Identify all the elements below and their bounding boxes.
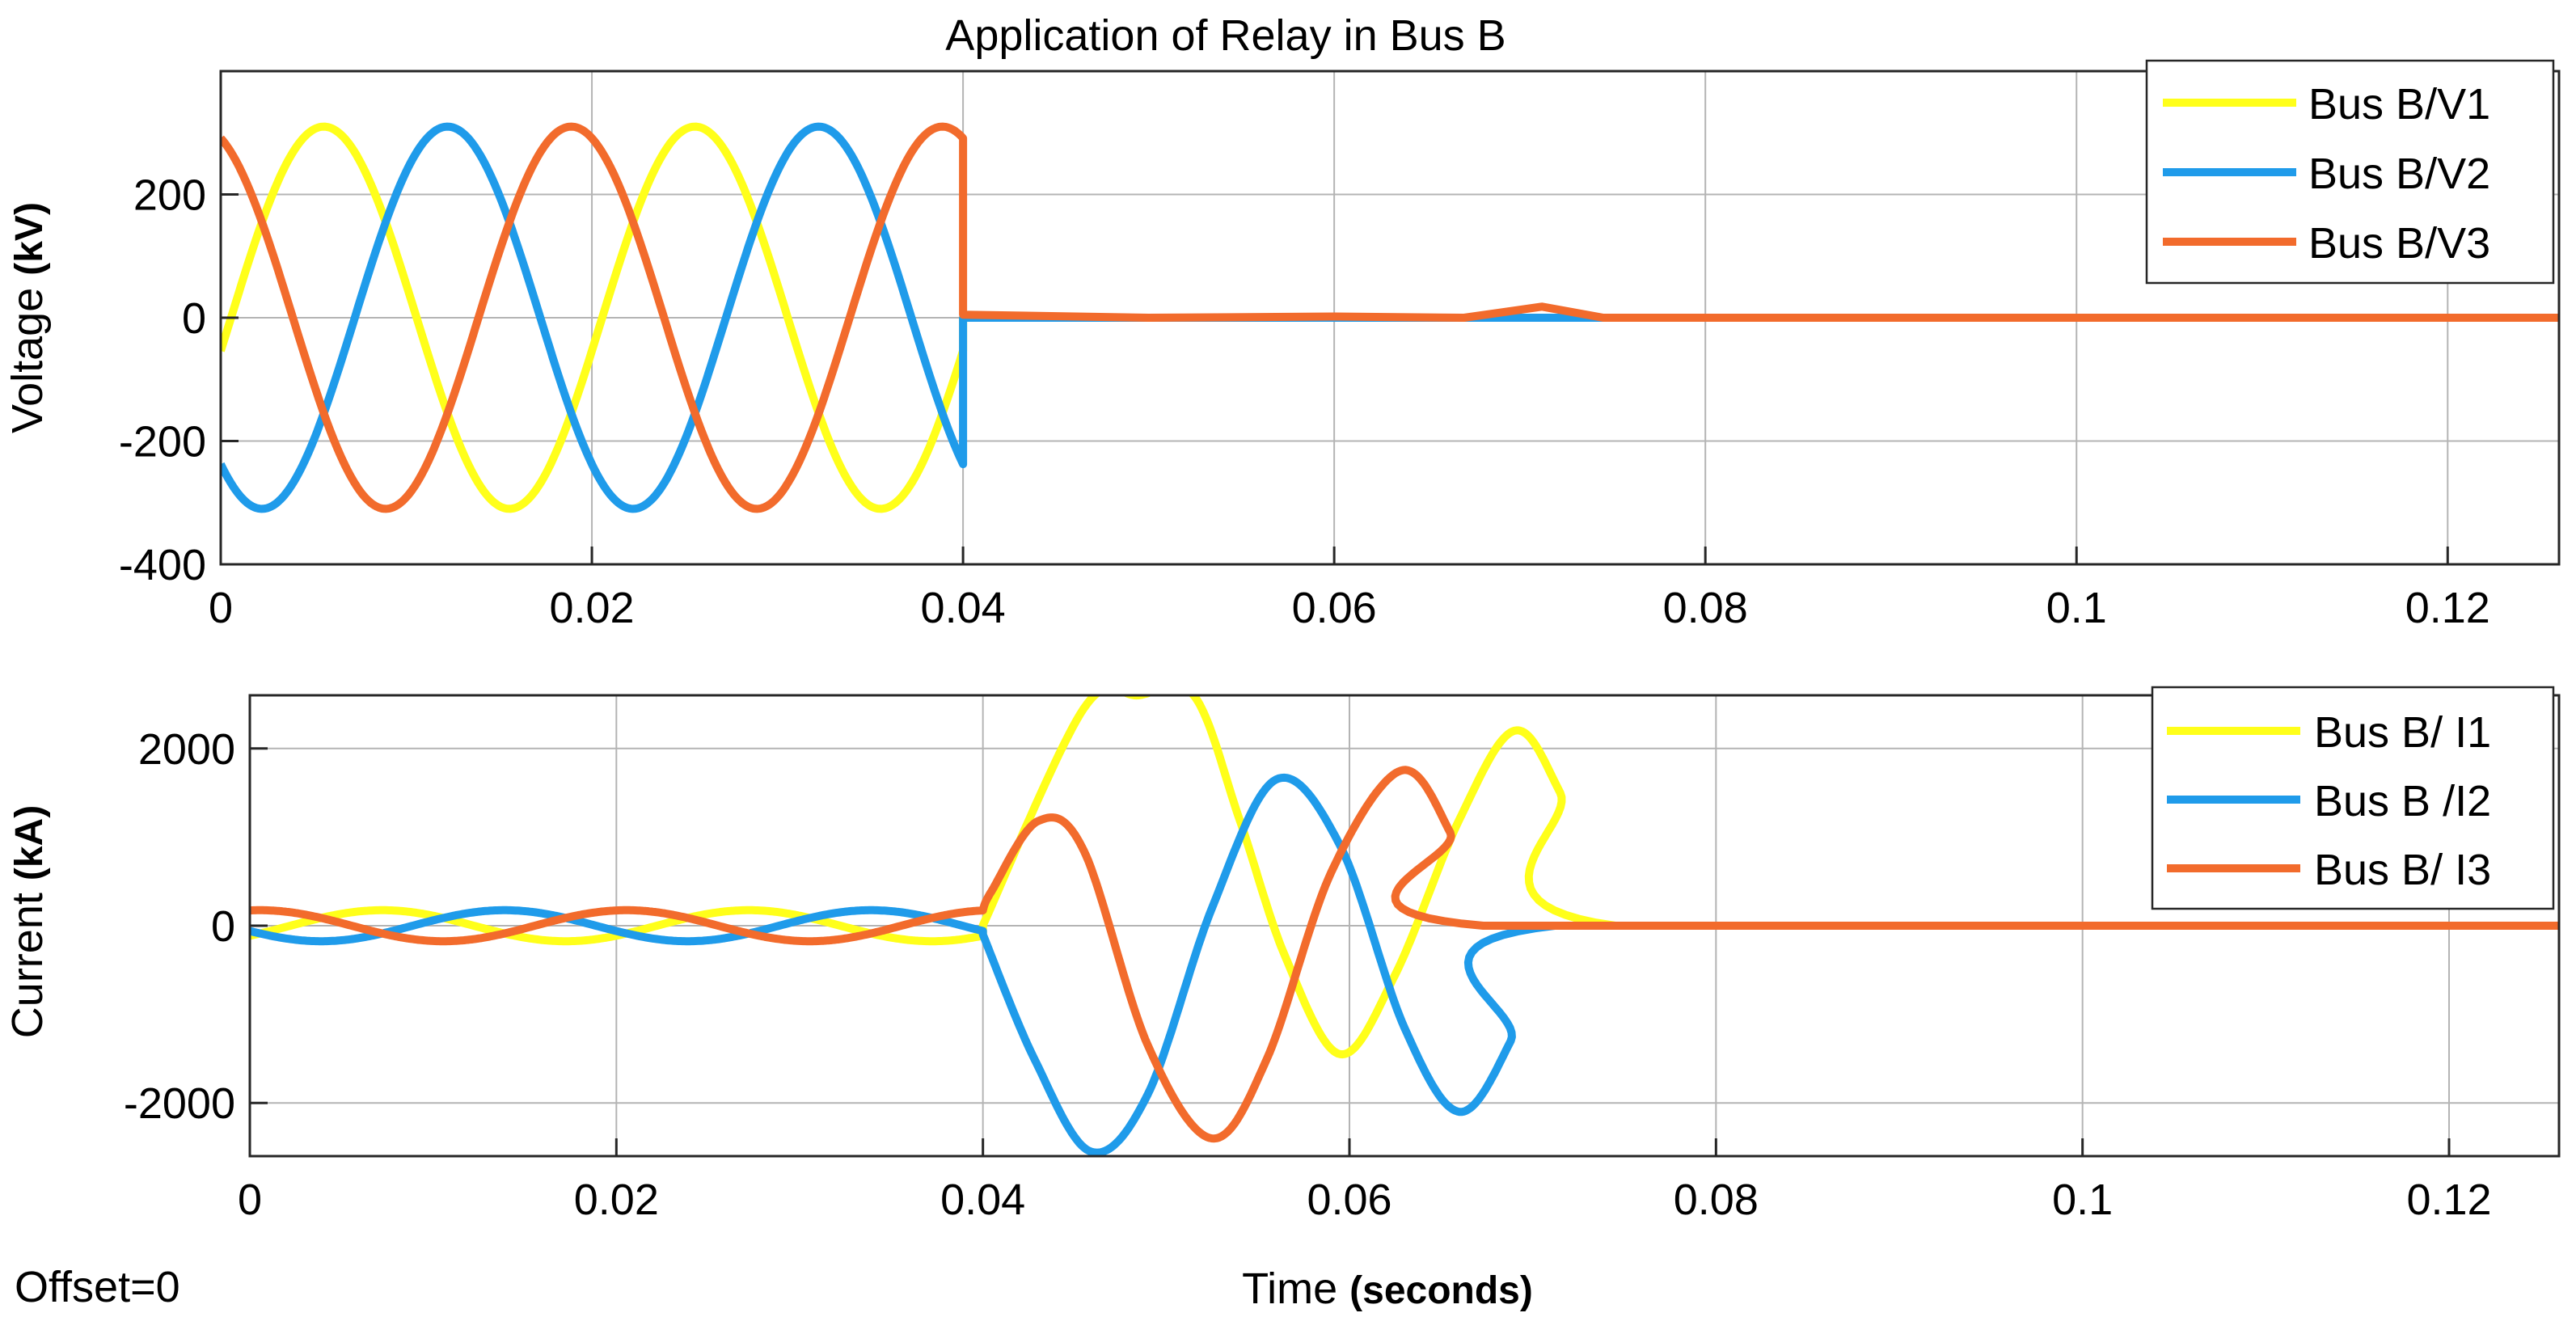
voltage-ticks: 0 0.02 0.04 0.06 0.08 0.1 0.12 -400 -200 0 200 [119,171,2490,633]
voltage-y-tick-label-1: -200 [119,418,206,466]
voltage-x-tick-label-3: 0.06 [1292,584,1377,632]
chart-title: Application of Relay in Bus B [945,11,1505,60]
current-x-tick-label-2: 0.04 [940,1176,1025,1224]
legend-label-i3: Bus B/ I3 [2314,846,2491,894]
current-y-tick-label-1: 0 [211,902,235,951]
current-y-axis-title: Current (kA) [3,805,52,1038]
current-series [250,695,2559,1156]
current-x-tick-label-3: 0.06 [1307,1176,1391,1224]
voltage-x-tick-label-1: 0.02 [549,584,634,632]
voltage-series [221,122,2559,513]
time-x-unit: (seconds) [1349,1269,1533,1312]
voltage-x-tick-label-4: 0.08 [1663,584,1748,632]
voltage-y-tick-label-2: 0 [182,294,206,343]
voltage-x-tick-label-5: 0.1 [2046,584,2107,632]
legend-label-v1: Bus B/V1 [2308,80,2490,129]
current-series-line-3 [250,766,2559,1143]
legend-label-i1: Bus B/ I1 [2314,708,2491,757]
current-series-line-1 [250,695,2559,1059]
voltage-x-tick-label-2: 0.04 [921,584,1006,632]
current-legend: Bus B/ I1 Bus B /I2 Bus B/ I3 [2151,686,2555,910]
voltage-x-tick-label-6: 0.12 [2405,584,2490,632]
current-x-tick-label-0: 0 [238,1176,262,1224]
voltage-y-label: Voltage [3,288,52,433]
time-x-axis-title: Time (seconds) [1242,1264,1533,1313]
voltage-series-line-2 [221,122,2559,513]
current-y-tick-label-2: 2000 [138,725,235,774]
current-series-line-2 [250,773,2559,1156]
current-y-tick-label-0: -2000 [124,1079,235,1128]
legend-label-v3: Bus B/V3 [2308,219,2490,268]
current-y-unit: (kA) [8,805,51,880]
voltage-series-line-1 [221,122,2559,513]
voltage-y-tick-label-3: 200 [133,171,206,220]
offset-label: Offset=0 [15,1263,180,1311]
current-x-tick-label-6: 0.12 [2406,1176,2491,1224]
time-x-label: Time [1242,1264,1337,1313]
voltage-legend: Bus B/V1 Bus B/V2 Bus B/V3 [2145,59,2555,285]
current-x-tick-label-5: 0.1 [2052,1176,2113,1224]
voltage-y-unit: (kV) [8,202,51,276]
voltage-series-line-3 [221,122,2559,513]
current-x-tick-label-1: 0.02 [574,1176,659,1224]
legend-label-v2: Bus B/V2 [2308,150,2490,198]
voltage-y-tick-label-0: -400 [119,541,206,589]
voltage-panel: 0 0.02 0.04 0.06 0.08 0.1 0.12 -400 -200 0 200 Vol… [3,59,2561,633]
legend-label-i2: Bus B /I2 [2314,777,2491,825]
voltage-x-tick-label-0: 0 [209,584,233,632]
voltage-y-axis-title: Voltage (kV) [3,202,52,433]
current-x-tick-label-4: 0.08 [1674,1176,1759,1224]
current-y-label: Current [3,893,52,1038]
